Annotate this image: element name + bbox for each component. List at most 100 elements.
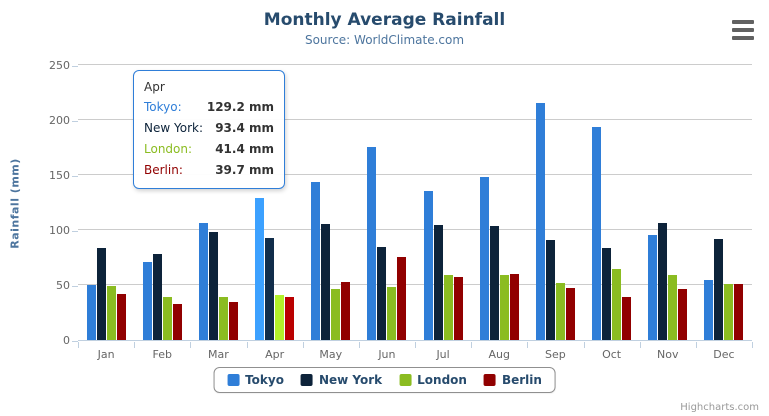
- bar-tokyo-jun[interactable]: [367, 147, 377, 340]
- bar-group-feb: [134, 66, 190, 340]
- bar-tokyo-mar[interactable]: [198, 223, 208, 340]
- y-axis-tick-label: 150: [49, 169, 70, 182]
- bar-new-york-nov[interactable]: [658, 223, 668, 340]
- x-axis-tick-label: May: [319, 348, 343, 361]
- bar-group-jan: [78, 66, 134, 340]
- bar-london-sep[interactable]: [555, 282, 565, 340]
- x-axis-tick-label: Feb: [152, 348, 172, 361]
- bar-tokyo-jul[interactable]: [423, 191, 433, 340]
- y-axis-tick: [72, 66, 78, 67]
- legend-item-london[interactable]: London: [399, 373, 467, 387]
- bar-berlin-aug[interactable]: [509, 273, 519, 340]
- x-axis-tick-label: Jan: [97, 348, 115, 361]
- legend-label: Tokyo: [245, 373, 284, 387]
- bar-london-jan[interactable]: [106, 286, 116, 340]
- x-axis-tick: [639, 342, 641, 348]
- bar-tokyo-sep[interactable]: [535, 102, 545, 340]
- gridline: [78, 119, 752, 120]
- x-axis-tick: [358, 342, 360, 348]
- bar-new-york-jun[interactable]: [377, 247, 387, 340]
- tooltip-row: London: 41.4 mm: [144, 139, 274, 160]
- bar-london-jun[interactable]: [387, 287, 397, 340]
- legend: Tokyo New York London Berlin: [213, 367, 556, 393]
- tooltip-category-label: Apr: [144, 80, 165, 94]
- bar-tokyo-feb[interactable]: [142, 261, 152, 340]
- bar-london-dec[interactable]: [724, 283, 734, 340]
- bar-tokyo-aug[interactable]: [479, 177, 489, 340]
- tooltip-row: Tokyo: 129.2 mm: [144, 97, 274, 118]
- y-axis-tick-label: 200: [49, 114, 70, 127]
- tooltip-series-value: 39.7 mm: [215, 163, 274, 177]
- y-axis-tick: [72, 231, 78, 232]
- bar-new-york-dec[interactable]: [714, 238, 724, 340]
- tooltip-series-name: Berlin:: [144, 163, 183, 177]
- bar-berlin-mar[interactable]: [228, 302, 238, 340]
- legend-item-tokyo[interactable]: Tokyo: [227, 373, 284, 387]
- bar-new-york-sep[interactable]: [545, 240, 555, 340]
- legend-item-new-york[interactable]: New York: [300, 373, 382, 387]
- credits-link[interactable]: Highcharts.com: [680, 402, 759, 413]
- bar-berlin-may[interactable]: [341, 282, 351, 340]
- tooltip-row: Berlin: 39.7 mm: [144, 160, 274, 181]
- legend-label: Berlin: [501, 373, 542, 387]
- bar-group-apr: [247, 66, 303, 340]
- bar-berlin-jun[interactable]: [397, 257, 407, 340]
- bar-new-york-mar[interactable]: [208, 232, 218, 340]
- hamburger-icon: [732, 20, 754, 24]
- bar-new-york-aug[interactable]: [489, 225, 499, 340]
- bar-new-york-apr[interactable]: [265, 237, 275, 340]
- y-axis-tick: [72, 341, 78, 342]
- bar-london-nov[interactable]: [668, 275, 678, 340]
- bar-berlin-nov[interactable]: [678, 288, 688, 340]
- legend-swatch-icon: [300, 374, 313, 386]
- hamburger-icon: [732, 28, 754, 32]
- x-axis-tick: [527, 342, 529, 348]
- bar-london-oct[interactable]: [612, 268, 622, 340]
- bar-berlin-feb[interactable]: [172, 303, 182, 340]
- bar-tokyo-apr[interactable]: [255, 198, 265, 340]
- bar-berlin-oct[interactable]: [622, 297, 632, 340]
- bar-london-mar[interactable]: [218, 296, 228, 340]
- bar-tokyo-oct[interactable]: [592, 127, 602, 340]
- bar-berlin-apr[interactable]: [285, 296, 295, 340]
- x-axis-tick-label: Nov: [657, 348, 679, 361]
- bar-group-dec: [696, 66, 752, 340]
- bar-london-apr[interactable]: [275, 294, 285, 340]
- tooltip-series-value: 93.4 mm: [215, 121, 274, 135]
- bar-new-york-oct[interactable]: [602, 248, 612, 340]
- bar-group-nov: [640, 66, 696, 340]
- bar-group-mar: [190, 66, 246, 340]
- bar-tokyo-nov[interactable]: [648, 235, 658, 340]
- bar-new-york-jan[interactable]: [96, 248, 106, 340]
- bar-london-aug[interactable]: [499, 274, 509, 340]
- hamburger-icon: [732, 36, 754, 40]
- bar-group-sep: [527, 66, 583, 340]
- bar-berlin-jan[interactable]: [116, 293, 126, 340]
- tooltip-series-name: Tokyo:: [144, 100, 182, 114]
- bar-london-feb[interactable]: [162, 297, 172, 340]
- tooltip-series-name: New York:: [144, 121, 203, 135]
- bar-berlin-jul[interactable]: [453, 277, 463, 340]
- x-axis-tick-label: Oct: [602, 348, 622, 361]
- bar-tokyo-jan[interactable]: [86, 285, 96, 340]
- bar-london-jul[interactable]: [443, 275, 453, 340]
- bar-tokyo-dec[interactable]: [704, 280, 714, 340]
- y-axis-tick: [72, 121, 78, 122]
- x-axis-tick-label: Jun: [378, 348, 396, 361]
- plot-area: [78, 64, 752, 341]
- bar-berlin-sep[interactable]: [565, 287, 575, 340]
- bar-new-york-feb[interactable]: [152, 253, 162, 340]
- bar-new-york-may[interactable]: [321, 223, 331, 340]
- x-axis-tick-label: Mar: [208, 348, 229, 361]
- bar-berlin-dec[interactable]: [734, 284, 744, 340]
- tooltip-row: New York: 93.4 mm: [144, 118, 274, 139]
- bar-london-may[interactable]: [331, 288, 341, 340]
- x-axis-tick: [246, 342, 248, 348]
- gridline: [78, 284, 752, 285]
- export-menu-button[interactable]: [731, 19, 755, 41]
- x-axis-tick: [190, 342, 192, 348]
- legend-item-berlin[interactable]: Berlin: [483, 373, 542, 387]
- x-axis-tick-label: Apr: [265, 348, 285, 361]
- bar-tokyo-may[interactable]: [311, 182, 321, 340]
- bar-new-york-jul[interactable]: [433, 224, 443, 340]
